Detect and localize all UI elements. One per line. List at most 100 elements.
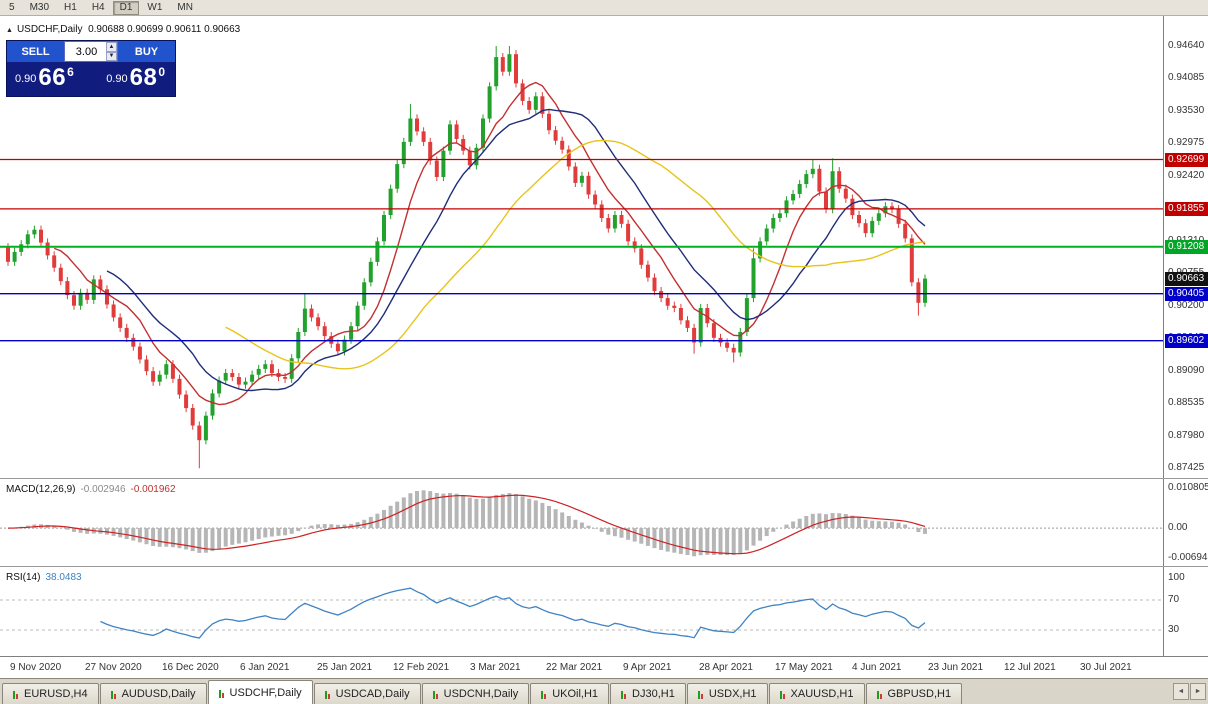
tab-dj30-h1[interactable]: DJ30,H1 [610, 683, 686, 704]
tab-label: USDCHF,Daily [229, 686, 302, 699]
macd-name: MACD(12,26,9) [6, 484, 76, 495]
tab-label: EURUSD,H4 [24, 688, 88, 700]
candle [606, 213, 611, 233]
date-label: 28 Apr 2021 [699, 662, 753, 673]
price-tick-label: 0.87425 [1168, 462, 1205, 473]
tab-usdcnh-daily[interactable]: USDCNH,Daily [421, 683, 530, 704]
candle [329, 332, 334, 348]
candle [454, 120, 459, 144]
tab-scroll-right-button[interactable]: ► [1190, 683, 1206, 700]
candle [711, 319, 716, 342]
chart-ohlc-label: ▲ USDCHF,Daily 0.90688 0.90699 0.90611 0.… [6, 24, 240, 35]
candle [744, 294, 749, 337]
price-tick-label: 0.90200 [1168, 300, 1205, 311]
tab-usdcad-daily[interactable]: USDCAD,Daily [313, 683, 421, 704]
candle [593, 190, 598, 209]
candle [32, 225, 37, 239]
date-label: 4 Jun 2021 [852, 662, 902, 673]
macd-histogram [12, 490, 927, 557]
pane-separator-rsi[interactable] [0, 566, 1208, 567]
candle [777, 209, 782, 223]
candle [375, 237, 380, 266]
candlestick-chart-icon [621, 689, 627, 699]
buy-button[interactable]: BUY [118, 41, 175, 62]
tab-label: UKOil,H1 [552, 688, 599, 700]
candle [540, 92, 545, 118]
sell-button[interactable]: SELL [7, 41, 64, 62]
candle [810, 159, 815, 179]
volume-input[interactable] [65, 42, 117, 61]
price-tick-label: 0.89090 [1168, 365, 1205, 376]
one-click-panel-toggle-icon[interactable]: ▲ [6, 27, 13, 34]
tab-usdchf-daily[interactable]: USDCHF,Daily [207, 680, 313, 704]
candle [256, 364, 261, 379]
date-label: 9 Nov 2020 [10, 662, 62, 673]
candle [421, 127, 426, 146]
candle [731, 343, 736, 363]
price-chart[interactable] [0, 16, 1163, 478]
candle [586, 171, 591, 199]
candle [573, 162, 578, 187]
buy-price-prefix: 0.90 [106, 73, 128, 85]
candle [223, 368, 228, 385]
candle [791, 189, 796, 205]
price-level-badge: 0.92699 [1165, 153, 1208, 167]
candle [39, 225, 43, 247]
chart-ohlc-values: 0.90688 0.90699 0.90611 0.90663 [88, 24, 241, 35]
price-level-badge: 0.90663 [1165, 272, 1208, 286]
sell-price-big: 66 [38, 64, 67, 91]
timeframe-button-h1[interactable]: H1 [57, 1, 84, 15]
tab-usdx-h1[interactable]: USDX,H1 [686, 683, 768, 704]
tab-xauusd-h1[interactable]: XAUUSD,H1 [768, 683, 865, 704]
timeframe-button-5[interactable]: 5 [2, 1, 22, 15]
timeframe-button-w1[interactable]: W1 [140, 1, 169, 15]
sell-price[interactable]: 0.90666 [7, 62, 88, 96]
sell-price-sup: 6 [67, 65, 74, 79]
candle [124, 323, 129, 342]
buy-price-big: 68 [129, 64, 158, 91]
timeframe-button-mn[interactable]: MN [170, 1, 200, 15]
rsi-pane[interactable] [0, 568, 1163, 654]
time-axis[interactable]: 9 Nov 2020 27 Nov 2020 16 Dec 2020 6 Jan 20… [0, 656, 1208, 678]
timeframe-toolbar: 5 M30 H1 H4 D1 W1 MN [0, 0, 1208, 16]
rsi-value: 38.0483 [45, 572, 82, 583]
candle [388, 184, 393, 220]
candle [705, 303, 710, 328]
candle [111, 300, 116, 322]
pane-separator-macd[interactable] [0, 478, 1208, 479]
tab-audusd-daily[interactable]: AUDUSD,Daily [99, 683, 207, 704]
candlestick-chart-icon [876, 689, 883, 699]
candle [923, 274, 927, 307]
candle [830, 158, 835, 214]
rsi-name: RSI(14) [6, 572, 41, 583]
date-label: 27 Nov 2020 [85, 662, 142, 673]
macd-axis-label: 0.00 [1168, 522, 1188, 533]
tab-eurusd-h4[interactable]: EURUSD,H4 [2, 683, 99, 704]
tab-scroll-left-button[interactable]: ◄ [1173, 683, 1189, 700]
candle [857, 210, 861, 228]
timeframe-button-d1[interactable]: D1 [112, 0, 140, 15]
ma-line-16 [106, 108, 926, 392]
price-tick-label: 0.87980 [1168, 430, 1205, 441]
candle [164, 360, 169, 379]
timeframe-button-h4[interactable]: H4 [85, 1, 112, 15]
timeframe-button-m30[interactable]: M30 [23, 1, 56, 15]
tab-ukoil-h1[interactable]: UKOil,H1 [530, 683, 610, 704]
volume-up-button[interactable]: ▲ [106, 42, 117, 52]
candle [804, 170, 809, 189]
candle [98, 275, 103, 294]
volume-down-button[interactable]: ▼ [106, 51, 117, 61]
candlestick-chart-icon [13, 689, 19, 699]
candle [692, 323, 697, 354]
candlestick-chart-icon [697, 689, 704, 699]
candle [916, 278, 921, 316]
candle [217, 376, 222, 398]
candle [58, 263, 63, 286]
tab-label: DJ30,H1 [632, 688, 675, 700]
candle [355, 301, 360, 331]
buy-price[interactable]: 0.90680 [88, 62, 175, 96]
price-axis[interactable]: 0.94640 0.94085 0.93530 0.92975 0.92420 0.918… [1163, 16, 1208, 656]
macd-pane[interactable] [0, 480, 1163, 566]
tab-gbpusd-h1[interactable]: GBPUSD,H1 [865, 683, 963, 704]
candle [560, 136, 565, 154]
